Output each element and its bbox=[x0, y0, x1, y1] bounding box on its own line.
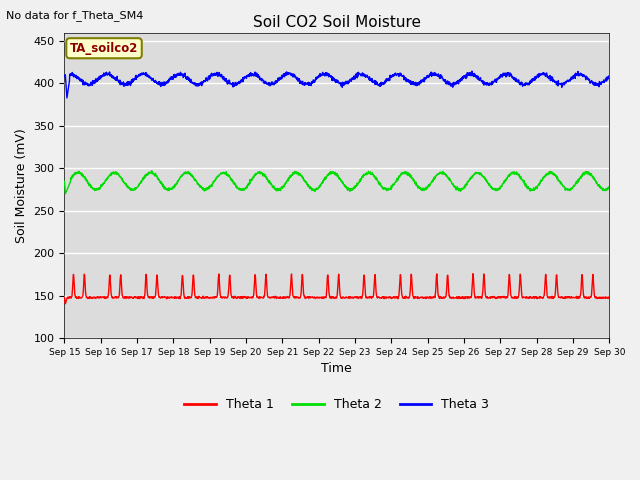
Title: Soil CO2 Soil Moisture: Soil CO2 Soil Moisture bbox=[253, 15, 421, 30]
X-axis label: Time: Time bbox=[321, 362, 352, 375]
Text: TA_soilco2: TA_soilco2 bbox=[70, 42, 138, 55]
Y-axis label: Soil Moisture (mV): Soil Moisture (mV) bbox=[15, 128, 28, 243]
Legend: Theta 1, Theta 2, Theta 3: Theta 1, Theta 2, Theta 3 bbox=[179, 394, 494, 416]
Text: No data for f_Theta_SM4: No data for f_Theta_SM4 bbox=[6, 10, 144, 21]
